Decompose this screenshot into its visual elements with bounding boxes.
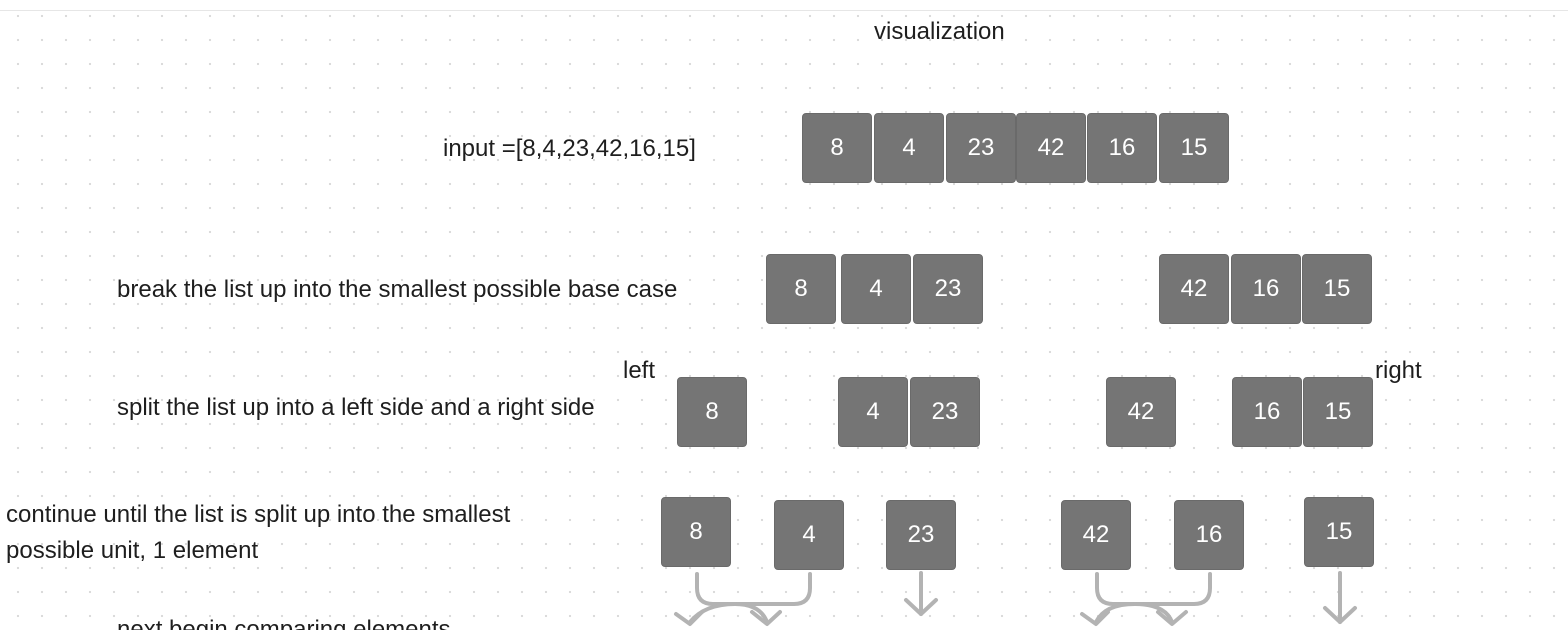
arrow-head bbox=[1082, 612, 1108, 624]
arrow-head bbox=[676, 612, 702, 624]
swap-connector-arrow bbox=[697, 574, 810, 604]
swap-connector-arrow bbox=[1097, 574, 1210, 604]
